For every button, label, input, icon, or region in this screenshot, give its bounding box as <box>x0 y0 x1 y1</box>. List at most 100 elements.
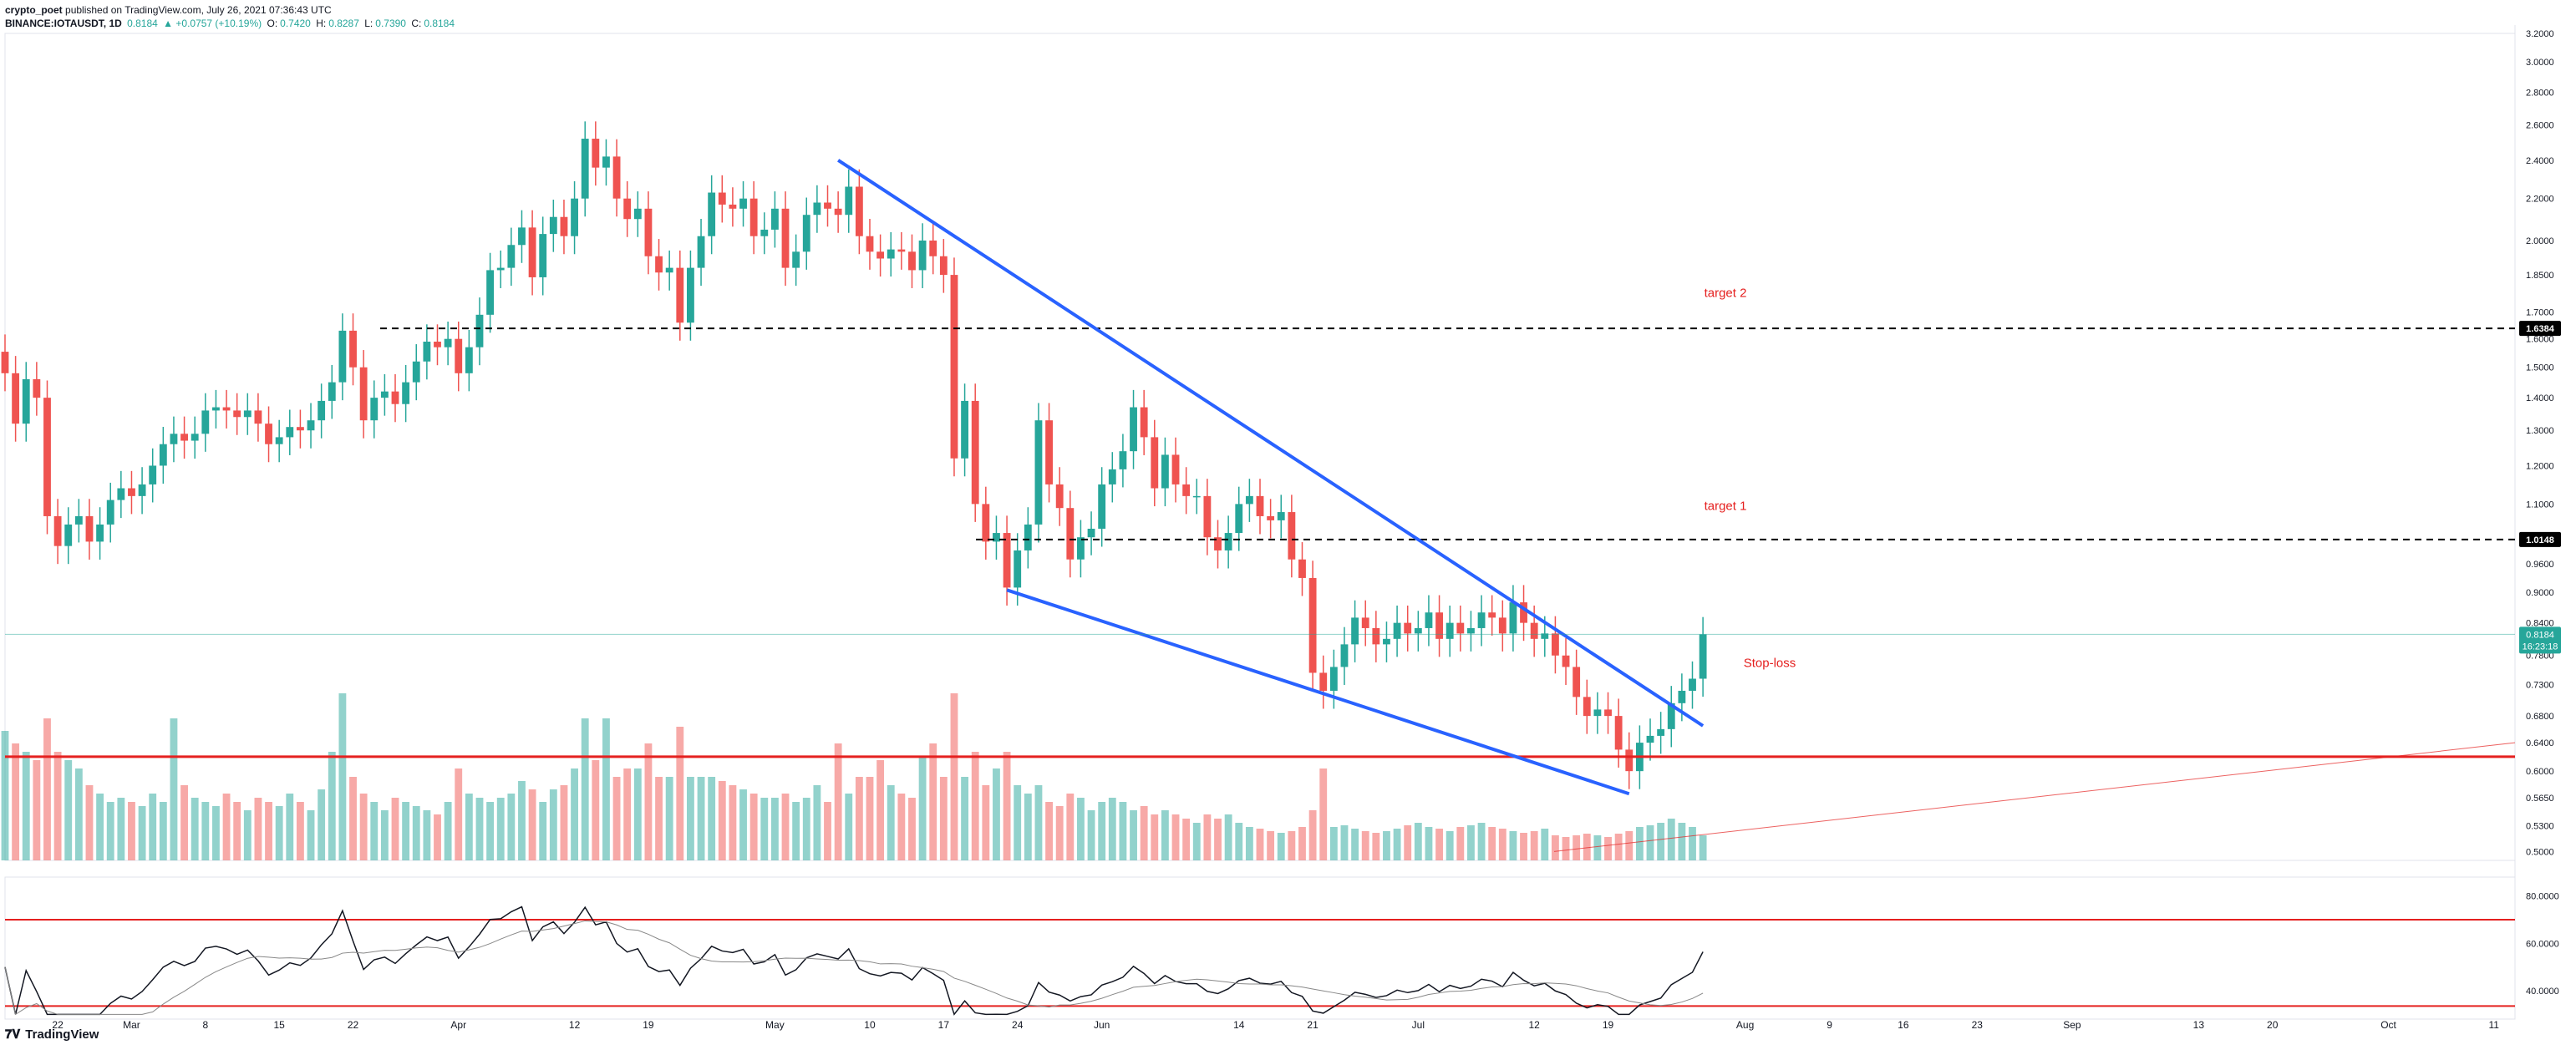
candle-body <box>1161 454 1169 489</box>
volume-bar <box>43 718 51 860</box>
volume-bar <box>1351 829 1359 860</box>
candle-body <box>85 515 94 542</box>
volume-bar <box>708 777 716 860</box>
candle-body <box>33 378 41 398</box>
candle-body <box>380 391 389 398</box>
candle-body <box>802 215 810 252</box>
price-tick-label: 0.9600 <box>2526 560 2554 570</box>
candle-body <box>623 198 632 220</box>
candle-body <box>1224 533 1232 550</box>
volume-bar <box>1383 831 1390 860</box>
candle-body <box>792 251 800 268</box>
candle-body <box>496 267 505 271</box>
low-value: 0.7390 <box>375 18 406 29</box>
candle-body <box>602 156 610 168</box>
candle-body <box>1182 484 1191 496</box>
volume-bar <box>307 810 315 860</box>
candle-body <box>159 444 167 466</box>
oscillator-pane <box>4 876 2516 1020</box>
volume-bar <box>792 802 800 860</box>
volume-bar <box>33 760 41 860</box>
volume-bar <box>1541 829 1549 860</box>
symbol-label[interactable]: BINANCE:IOTAUSDT, 1D <box>5 18 122 29</box>
candle-body <box>212 407 220 411</box>
candle-body <box>1245 495 1253 505</box>
volume-bar <box>201 802 210 860</box>
candle-body <box>971 400 979 505</box>
volume-bar <box>1224 814 1232 860</box>
candle-body <box>1 352 9 373</box>
candle-body <box>1014 550 1022 588</box>
candle-body <box>781 208 790 268</box>
candle-body <box>402 382 410 404</box>
volume-bar <box>1667 819 1675 860</box>
volume-bar <box>1214 819 1222 860</box>
candle-body <box>845 186 853 216</box>
volume-bar <box>370 802 379 860</box>
volume-bar <box>1319 768 1328 860</box>
volume-bar <box>729 785 737 860</box>
volume-bar <box>760 798 769 860</box>
candle-body <box>138 484 146 496</box>
volume-bar <box>1171 814 1180 860</box>
volume-bar <box>496 798 505 860</box>
price-tick-label: 1.1000 <box>2526 500 2554 510</box>
volume-bar <box>265 802 272 860</box>
volume-bar <box>233 802 241 860</box>
volume-bar <box>1098 802 1106 860</box>
price-tick-label: 0.9000 <box>2526 588 2554 598</box>
volume-bar <box>918 756 927 860</box>
time-tick-label: 22 <box>52 1019 64 1031</box>
candle-body <box>1140 407 1148 438</box>
candle-body <box>434 341 441 347</box>
volume-bar <box>908 798 916 860</box>
volume-bar <box>1308 810 1317 860</box>
volume-bar <box>1003 752 1011 860</box>
open-value: 0.7420 <box>280 18 311 29</box>
volume-bar <box>1140 806 1148 860</box>
candle-body <box>1477 612 1486 628</box>
candle-body <box>475 314 484 347</box>
time-tick-label: Sep <box>2063 1019 2081 1031</box>
volume-bar <box>465 794 473 860</box>
candle-body <box>1308 577 1317 673</box>
candle-body <box>549 216 557 235</box>
price-tick-label: 1.2000 <box>2526 461 2554 471</box>
price-level-badge <box>2519 531 2561 547</box>
candle-body <box>1203 495 1212 538</box>
time-tick-label: 17 <box>938 1019 950 1031</box>
volume-bar <box>939 777 948 860</box>
volume-bar <box>1077 798 1085 860</box>
volume-bar <box>149 794 157 860</box>
volume-bar <box>212 806 220 860</box>
volume-bar <box>1477 823 1486 860</box>
volume-bar <box>571 768 578 860</box>
tradingview-brand[interactable]: 𝟕𝐕 TradingView <box>5 1027 99 1042</box>
high-label: H: <box>316 18 327 29</box>
candle-body <box>665 267 673 273</box>
volume-bar <box>971 752 979 860</box>
volume-bar <box>434 814 441 860</box>
volume-bar <box>1435 829 1443 860</box>
time-tick-label: 23 <box>1972 1019 1984 1031</box>
stop-loss-label: Stop-loss <box>1744 656 1796 670</box>
publisher-name[interactable]: crypto_poet <box>5 4 63 16</box>
volume-bar <box>1678 823 1686 860</box>
volume-bar <box>1329 827 1338 860</box>
candle-body <box>982 504 990 542</box>
candle-body <box>1351 617 1359 645</box>
candle-body <box>592 139 600 168</box>
volume-bar <box>402 802 410 860</box>
candle-body <box>180 434 188 441</box>
volume-bar <box>1551 835 1559 860</box>
candle-body <box>1425 612 1433 628</box>
chart-header: crypto_poet published on TradingView.com… <box>5 3 457 30</box>
volume-bar <box>623 768 632 860</box>
oscillator-signal-line <box>4 920 1704 1016</box>
price-tick-label: 0.7800 <box>2526 652 2554 662</box>
candle-body <box>1604 709 1612 717</box>
time-tick-label: 20 <box>2267 1019 2279 1031</box>
volume-bar <box>254 798 262 860</box>
volume-bar <box>159 802 167 860</box>
